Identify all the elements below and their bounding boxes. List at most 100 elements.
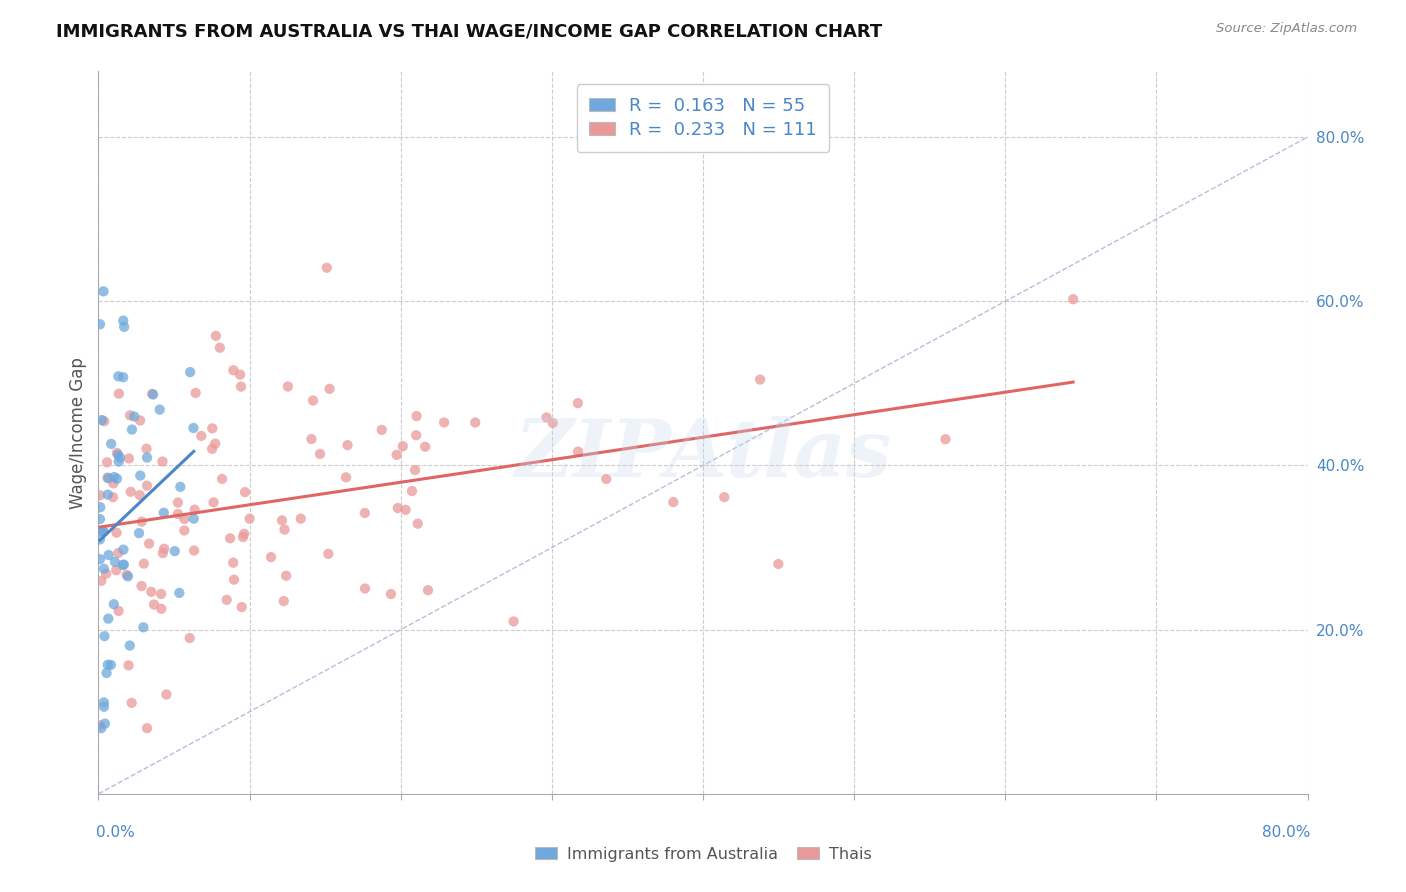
Point <box>135 442 157 456</box>
Point <box>100 657 122 672</box>
Point <box>179 631 201 645</box>
Point <box>392 439 415 453</box>
Point <box>401 483 423 498</box>
Point <box>183 543 205 558</box>
Point <box>97 471 120 485</box>
Point <box>318 547 340 561</box>
Point <box>136 479 159 493</box>
Point <box>163 544 186 558</box>
Point <box>120 484 142 499</box>
Point <box>107 546 129 560</box>
Point <box>104 555 127 569</box>
Point <box>97 488 120 502</box>
Point <box>105 446 128 460</box>
Point <box>107 454 129 468</box>
Point <box>152 546 174 560</box>
Point <box>150 601 173 615</box>
Point <box>354 582 377 596</box>
Point <box>229 368 252 382</box>
Point <box>276 568 298 582</box>
Point <box>105 525 128 540</box>
Point <box>96 455 118 469</box>
Point <box>169 586 191 600</box>
Point <box>93 562 115 576</box>
Point <box>136 450 159 465</box>
Point <box>208 341 231 355</box>
Point <box>229 379 252 393</box>
Point <box>150 587 173 601</box>
Point <box>89 488 111 502</box>
Point <box>271 513 294 527</box>
Text: ZIPAtlas: ZIPAtlas <box>515 416 891 493</box>
Y-axis label: Wage/Income Gap: Wage/Income Gap <box>69 357 87 508</box>
Point <box>302 393 325 408</box>
Point <box>93 699 115 714</box>
Point <box>108 386 131 401</box>
Point <box>128 526 150 541</box>
Point <box>91 524 114 539</box>
Point <box>232 530 254 544</box>
Point <box>405 409 427 423</box>
Point <box>231 600 253 615</box>
Point <box>112 542 135 557</box>
Point <box>277 379 299 393</box>
Point <box>112 319 135 334</box>
Point <box>222 556 245 570</box>
Point <box>107 604 129 618</box>
Point <box>371 423 394 437</box>
Point <box>90 574 112 588</box>
Point <box>112 558 135 572</box>
Point <box>121 696 143 710</box>
Point <box>167 495 190 509</box>
Point <box>89 718 111 732</box>
Point <box>749 373 772 387</box>
Text: IMMIGRANTS FROM AUSTRALIA VS THAI WAGE/INCOME GAP CORRELATION CHART: IMMIGRANTS FROM AUSTRALIA VS THAI WAGE/I… <box>56 22 883 40</box>
Point <box>335 470 357 484</box>
Point <box>153 541 176 556</box>
Point <box>155 688 177 702</box>
Point <box>413 440 436 454</box>
Point <box>89 512 111 526</box>
Point <box>211 472 233 486</box>
Point <box>416 583 439 598</box>
Point <box>183 511 205 525</box>
Point <box>173 524 195 538</box>
Point <box>183 502 205 516</box>
Point <box>222 363 245 377</box>
Point <box>103 476 125 491</box>
Point <box>595 472 617 486</box>
Point <box>128 488 150 502</box>
Point <box>89 552 111 566</box>
Point <box>89 318 111 332</box>
Point <box>94 716 117 731</box>
Point <box>103 597 125 611</box>
Point <box>132 620 155 634</box>
Point <box>107 369 129 384</box>
Point <box>131 515 153 529</box>
Point <box>183 421 205 435</box>
Point <box>103 470 125 484</box>
Point <box>385 448 408 462</box>
Point <box>152 454 174 468</box>
Point <box>96 470 118 484</box>
Point <box>315 260 337 275</box>
Point <box>96 665 118 680</box>
Point <box>143 598 166 612</box>
Point <box>93 629 115 643</box>
Point <box>387 501 409 516</box>
Point <box>107 448 129 462</box>
Point <box>201 421 224 435</box>
Point <box>141 387 163 401</box>
Point <box>100 437 122 451</box>
Point <box>1062 292 1084 306</box>
Point <box>768 557 790 571</box>
Point <box>318 382 340 396</box>
Point <box>190 429 212 443</box>
Point <box>406 516 429 531</box>
Point <box>934 432 956 446</box>
Point <box>309 447 332 461</box>
Point <box>101 490 124 504</box>
Point <box>117 569 139 583</box>
Text: 0.0%: 0.0% <box>96 825 135 840</box>
Point <box>136 721 159 735</box>
